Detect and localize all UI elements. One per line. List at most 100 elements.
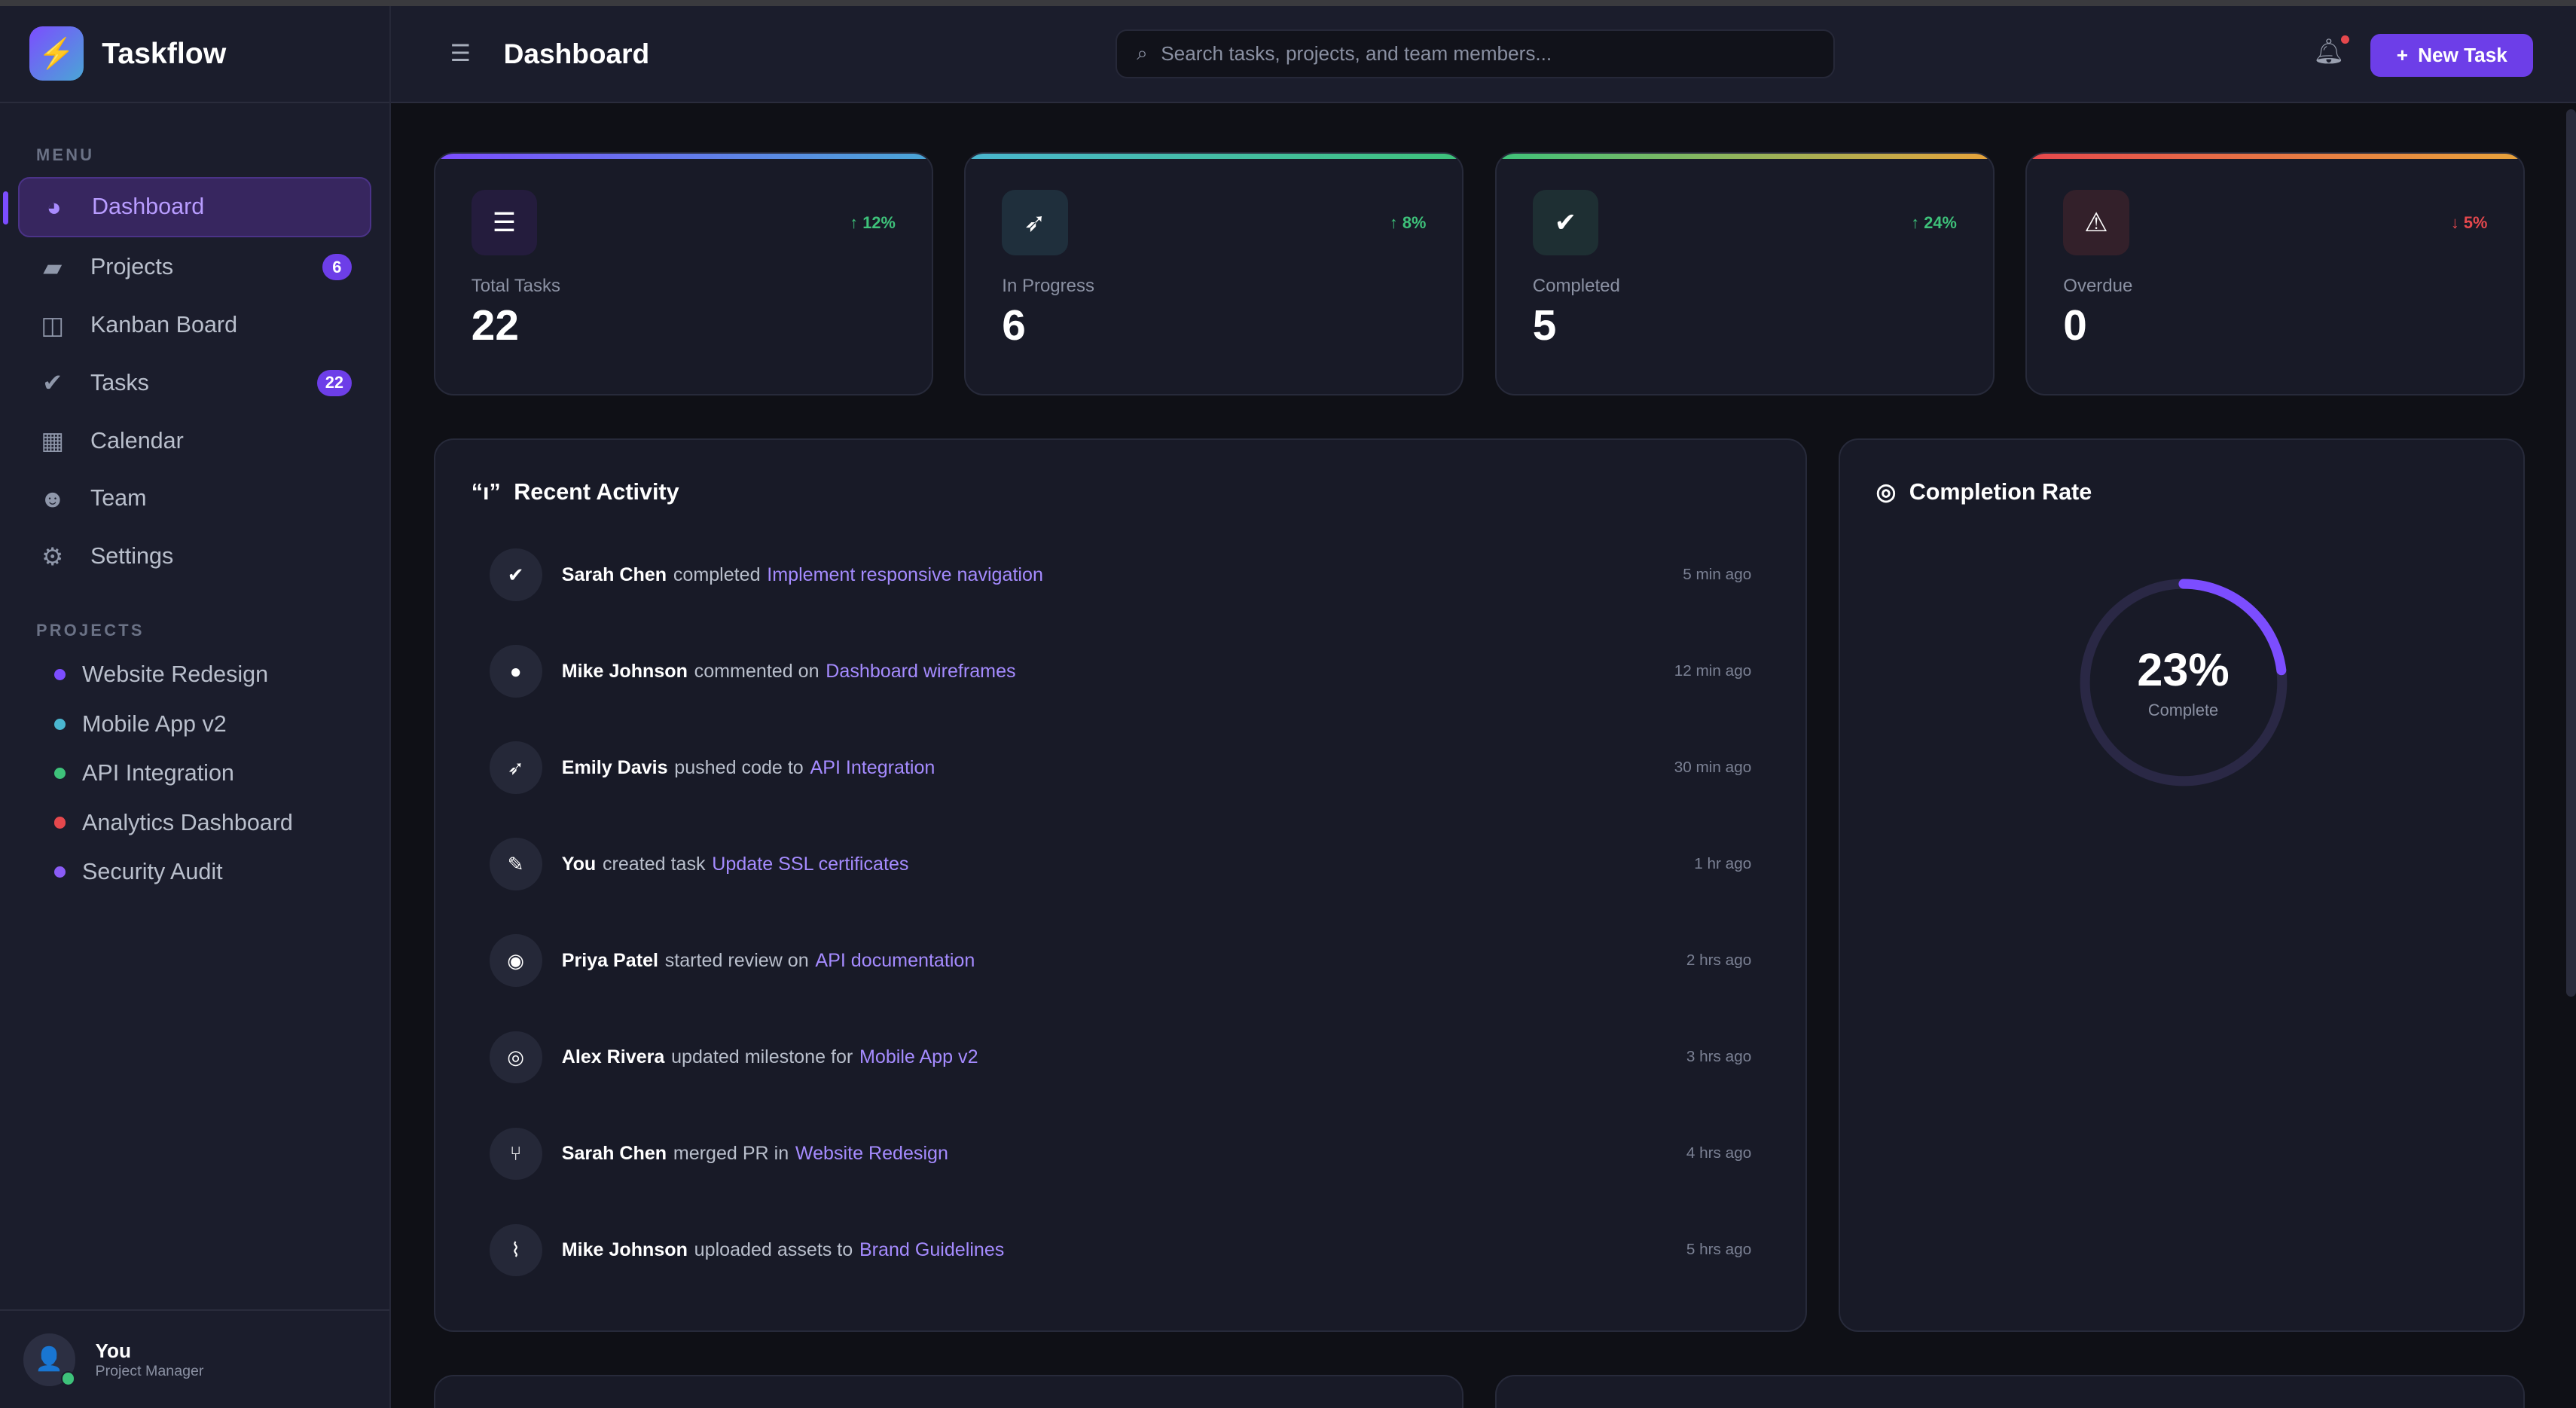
project-item[interactable]: API Integration	[0, 749, 389, 798]
new-task-button[interactable]: + New Task	[2370, 34, 2534, 77]
stat-label: Completed	[1532, 275, 1620, 296]
user-role: Project Manager	[95, 1362, 204, 1379]
completion-ring	[2080, 579, 2287, 786]
activity-time: 1 hr ago	[1694, 855, 1752, 873]
brand[interactable]: ⚡ Taskflow	[0, 6, 390, 103]
activity-time: 2 hrs ago	[1686, 951, 1752, 970]
users-icon: ☻	[39, 484, 66, 512]
sidebar-item-tasks[interactable]: ✔ Tasks 22	[18, 353, 371, 413]
activity-item: ◎ Alex Rivera updated milestone for Mobile …	[489, 1009, 1752, 1105]
project-color-dot	[53, 718, 66, 730]
plus-icon: +	[2396, 43, 2409, 66]
activity-time: 5 hrs ago	[1686, 1241, 1752, 1259]
project-item[interactable]: Website Redesign	[0, 650, 389, 699]
check-circle-icon: ✔	[489, 548, 542, 602]
activity-target-link[interactable]: Update SSL certificates	[712, 853, 909, 875]
accent-bar	[2027, 154, 2524, 159]
trend-indicator: ↑ 24%	[1911, 212, 1957, 232]
project-name: Analytics Dashboard	[82, 809, 293, 835]
project-item[interactable]: Security Audit	[0, 848, 389, 896]
sidebar-item-label: Dashboard	[91, 194, 205, 220]
paperclip-icon: ⌇	[489, 1223, 542, 1277]
bottom-panel-right	[1494, 1374, 2526, 1408]
sidebar-item-calendar[interactable]: ▦ Calendar	[18, 411, 371, 471]
sidebar-item-projects[interactable]: ▰ Projects 6	[18, 237, 371, 297]
broadcast-icon: “ı”	[471, 478, 501, 505]
top-header: ☰ Dashboard ⌕ 🔔︎ +New Task	[391, 6, 2576, 103]
gear-icon: ⚙	[41, 542, 64, 570]
scrollbar[interactable]	[2565, 109, 2576, 997]
columns-icon: ◫	[41, 310, 65, 339]
activity-user: Mike Johnson	[561, 660, 688, 682]
tasks-count-badge: 22	[316, 369, 352, 396]
accent-bar	[435, 154, 932, 159]
check-circle-icon: ✔	[1532, 190, 1599, 256]
hamburger-menu-icon[interactable]: ☰	[450, 40, 471, 66]
activity-item: ✔ Sarah Chen completed Implement responsive…	[489, 527, 1751, 623]
comment-icon: ●	[489, 645, 542, 698]
completion-percent: 23%	[2137, 644, 2230, 696]
activity-action: merged PR in	[673, 1142, 789, 1164]
user-profile[interactable]: 👤 You Project Manager	[0, 1309, 390, 1408]
stat-card-total-tasks: ☰ ↑ 12% Total Tasks 22	[433, 152, 933, 396]
activity-item: ◉ Priya Patel started review on API documen…	[489, 912, 1752, 1009]
activity-time: 12 min ago	[1674, 662, 1752, 680]
search-bar[interactable]: ⌕	[1115, 29, 1836, 78]
project-name: API Integration	[82, 760, 234, 786]
sidebar-item-label: Projects	[90, 254, 174, 280]
list-check-icon: ☰	[471, 190, 538, 256]
project-item[interactable]: Analytics Dashboard	[0, 798, 389, 847]
project-item[interactable]: Mobile App v2	[0, 700, 389, 749]
project-color-dot	[53, 669, 66, 681]
sidebar-item-label: Calendar	[90, 427, 184, 454]
stat-value: 22	[471, 302, 519, 350]
warning-icon: ⚠	[2063, 190, 2129, 256]
activity-target-link[interactable]: Dashboard wireframes	[826, 660, 1016, 682]
sidebar-item-dashboard[interactable]: ◕ Dashboard	[3, 176, 372, 238]
completion-sub: Complete	[2147, 701, 2219, 720]
project-name: Website Redesign	[82, 661, 269, 688]
activity-time: 30 min ago	[1674, 759, 1752, 777]
calendar-icon: ▦	[41, 426, 65, 455]
activity-target-link[interactable]: Brand Guidelines	[859, 1238, 1005, 1260]
folder-open-icon: ▰	[43, 252, 63, 281]
search-input[interactable]	[1161, 41, 1786, 66]
sidebar-item-kanban-board[interactable]: ◫ Kanban Board	[18, 295, 371, 355]
sidebar-item-settings[interactable]: ⚙ Settings	[18, 527, 371, 586]
activity-user: You	[561, 853, 597, 875]
project-color-dot	[53, 817, 66, 829]
project-color-dot	[53, 866, 66, 878]
sidebar: ⚡ Taskflow MENU ◕ Dashboard ▰ Projects 6 ◫ Kan…	[0, 6, 392, 1408]
activity-user: Sarah Chen	[561, 564, 667, 585]
activity-time: 3 hrs ago	[1686, 1048, 1752, 1066]
activity-action: uploaded assets to	[694, 1238, 853, 1260]
project-color-dot	[53, 768, 66, 780]
activity-target-link[interactable]: API Integration	[810, 756, 935, 778]
activity-target-link[interactable]: Website Redesign	[795, 1142, 948, 1164]
sidebar-item-label: Tasks	[90, 369, 149, 396]
activity-target-link[interactable]: Implement responsive navigation	[767, 564, 1043, 585]
activity-target-link[interactable]: Mobile App v2	[859, 1046, 978, 1067]
activity-action: commented on	[694, 660, 819, 682]
projects-section-label: PROJECTS	[35, 621, 145, 640]
stat-label: In Progress	[1002, 275, 1094, 296]
stat-label: Total Tasks	[471, 275, 560, 296]
activity-action: completed	[673, 564, 761, 585]
activity-target-link[interactable]: API documentation	[815, 949, 975, 971]
activity-user: Sarah Chen	[561, 1142, 667, 1164]
activity-item: ⑂ Sarah Chen merged PR in Website Redesign 4…	[489, 1105, 1752, 1202]
trend-indicator: ↑ 8%	[1389, 212, 1427, 232]
project-name: Mobile App v2	[82, 710, 227, 737]
activity-action: updated milestone for	[671, 1046, 853, 1067]
activity-time: 4 hrs ago	[1686, 1144, 1752, 1162]
notification-bell-icon[interactable]: 🔔︎	[2313, 35, 2350, 66]
sidebar-item-team[interactable]: ☻ Team	[18, 469, 371, 528]
app-name: Taskflow	[102, 36, 227, 70]
eye-icon: ◉	[489, 934, 542, 988]
accent-bar	[966, 154, 1463, 159]
activity-action: pushed code to	[674, 756, 804, 778]
accent-bar	[1496, 154, 1993, 159]
stat-label: Overdue	[2063, 275, 2133, 296]
bottom-panel-left	[433, 1374, 1464, 1408]
search-icon: ⌕	[1137, 41, 1148, 65]
